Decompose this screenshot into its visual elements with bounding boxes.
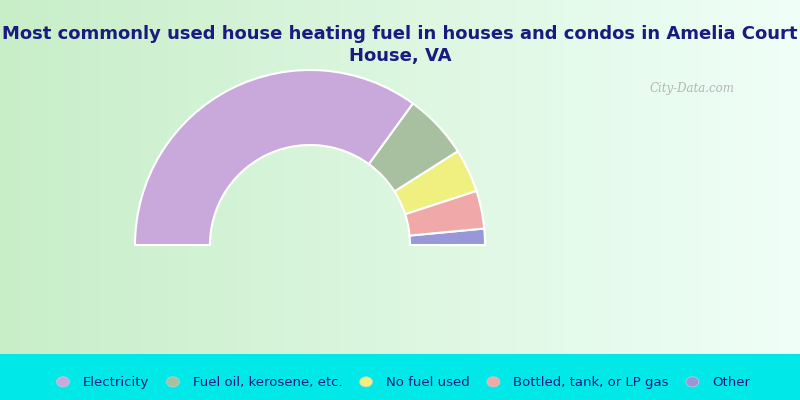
Legend: Electricity, Fuel oil, kerosene, etc., No fuel used, Bottled, tank, or LP gas, O: Electricity, Fuel oil, kerosene, etc., N…: [46, 372, 754, 394]
Wedge shape: [394, 151, 477, 214]
Wedge shape: [369, 104, 458, 192]
Wedge shape: [135, 70, 413, 245]
Wedge shape: [405, 191, 484, 236]
Bar: [0, 354, 800, 400]
Text: City-Data.com: City-Data.com: [650, 82, 735, 95]
Text: Most commonly used house heating fuel in houses and condos in Amelia Court
House: Most commonly used house heating fuel in…: [2, 25, 798, 65]
Wedge shape: [410, 228, 485, 245]
